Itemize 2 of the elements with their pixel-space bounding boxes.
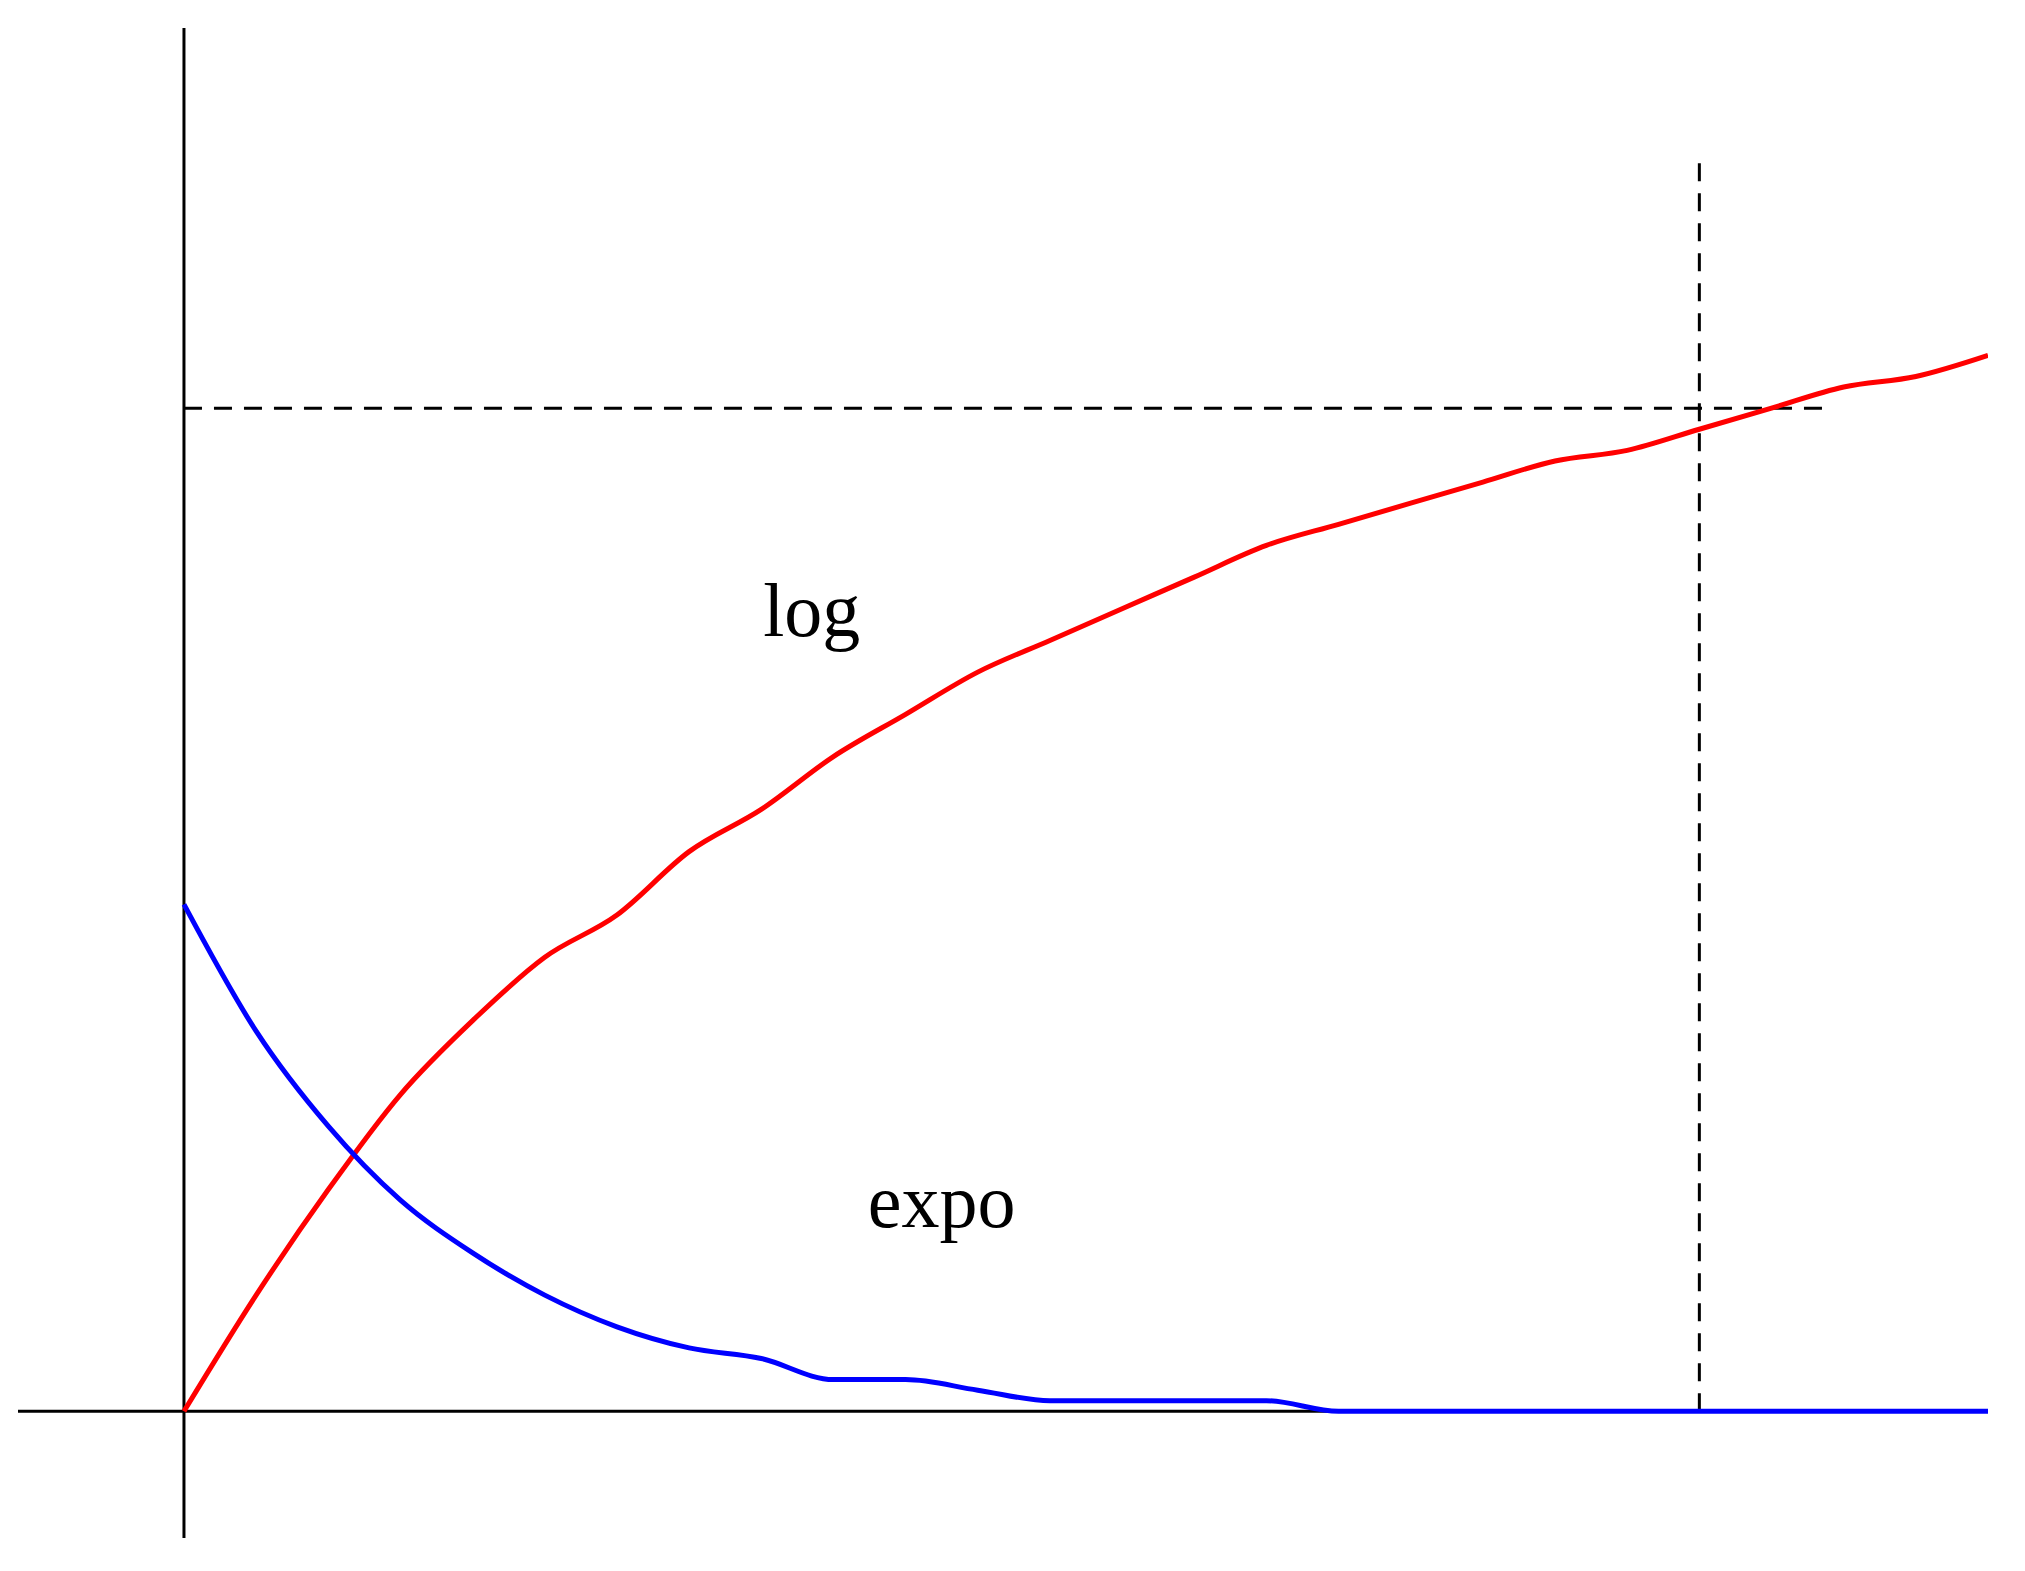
series-label: expo [867,1159,1016,1244]
series-label: log [763,567,861,652]
